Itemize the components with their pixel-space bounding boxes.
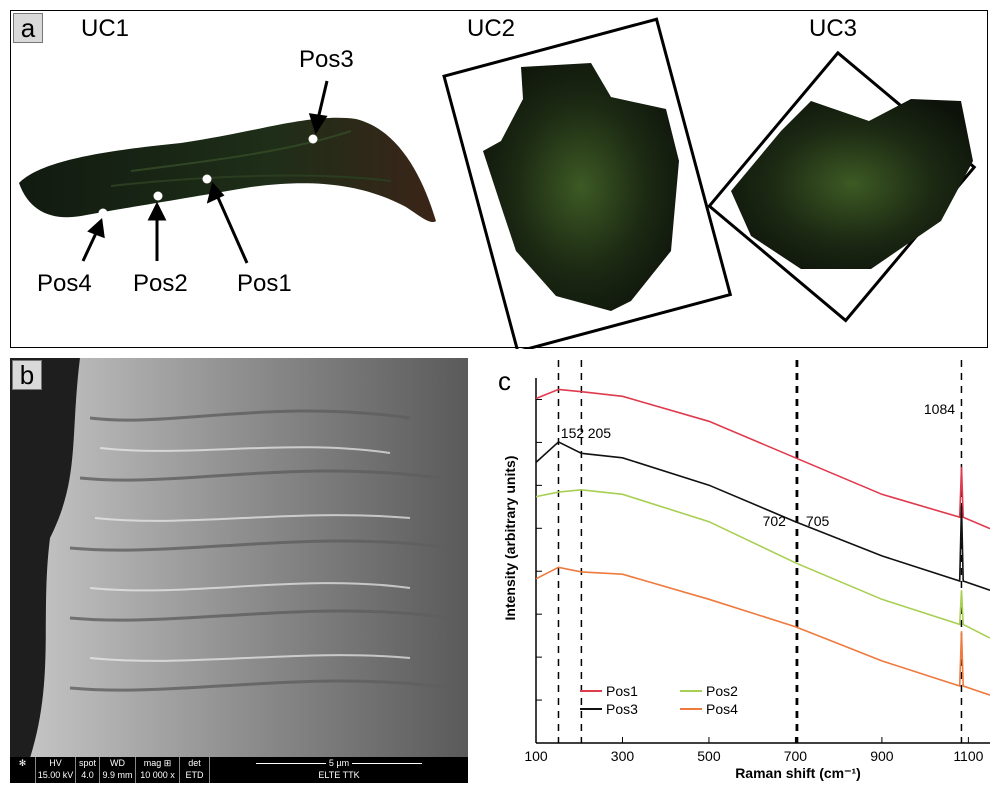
det-label: det xyxy=(188,758,201,768)
peak-label: 702 xyxy=(763,513,787,529)
mag-label: mag ⊞ xyxy=(143,758,172,768)
raman-chart-svg: c Intensity (arbitrary units) Raman shif… xyxy=(498,360,990,781)
x-tick-label: 100 xyxy=(524,748,548,764)
uc1-specimen xyxy=(19,117,436,223)
pos3-label: Pos3 xyxy=(299,46,354,73)
peak-label: 1084 xyxy=(924,401,955,417)
institution-label: ELTE TTK xyxy=(318,770,360,780)
x-tick-label: 700 xyxy=(784,748,808,764)
series-line-pos4 xyxy=(535,566,990,696)
uc1-label: UC1 xyxy=(81,15,130,42)
sem-databar: ✻ HV 15.00 kV spot 4.0 WD 9.9 mm mag ⊞ 1… xyxy=(10,757,468,783)
pos4-arrow xyxy=(81,230,99,262)
sem-texture xyxy=(10,358,468,758)
spot-label: spot xyxy=(78,758,96,768)
pos1-label: Pos1 xyxy=(237,270,292,297)
uc3-specimen xyxy=(731,99,973,269)
pos2-marker xyxy=(153,191,163,201)
uc3-label: UC3 xyxy=(809,15,858,42)
scale-bar-label: 5 µm xyxy=(210,757,468,769)
spot-value: 4.0 xyxy=(81,770,94,780)
panel-b-tag: b xyxy=(12,360,42,390)
pos4-marker xyxy=(98,208,108,218)
series-line-pos1 xyxy=(535,388,990,530)
peak-label: 705 xyxy=(806,513,830,529)
legend-label-pos2: Pos2 xyxy=(706,683,738,699)
peak-label: 152 xyxy=(561,425,585,441)
legend-label-pos3: Pos3 xyxy=(606,701,638,717)
det-value: ETD xyxy=(185,770,204,780)
panel-c-tag: c xyxy=(498,366,511,396)
pos3-marker xyxy=(308,134,318,144)
pos1-arrow xyxy=(214,192,249,264)
hv-label: HV xyxy=(49,758,62,768)
panel-a-tag: a xyxy=(13,13,43,43)
sem-logo-icon: ✻ xyxy=(10,757,36,783)
pos4-label: Pos4 xyxy=(37,270,92,297)
pos1-marker xyxy=(202,174,212,184)
x-tick-label: 300 xyxy=(611,748,635,764)
series-line-pos2 xyxy=(535,488,990,639)
wd-value: 9.9 mm xyxy=(102,770,133,780)
series-line-pos3 xyxy=(535,440,990,591)
uc2-frame xyxy=(442,17,733,349)
uc2-specimen xyxy=(483,63,679,311)
legend-label-pos4: Pos4 xyxy=(706,701,738,717)
pos3-arrow xyxy=(316,80,329,120)
uc2-label: UC2 xyxy=(467,15,516,42)
mag-value: 10 000 x xyxy=(140,770,175,780)
panel-a-drawing: Pos3 Pos1 Pos2 Pos4 xyxy=(19,17,977,349)
x-tick-label: 900 xyxy=(870,748,894,764)
wd-label: WD xyxy=(110,758,125,768)
panel-b-sem-image: b ✻ HV 15.00 kV spot 4.0 WD 9.9 mm mag ⊞… xyxy=(10,358,468,783)
hv-value: 15.00 kV xyxy=(37,770,74,780)
pos2-label: Pos2 xyxy=(133,270,188,297)
x-tick-label: 1100 xyxy=(953,748,983,764)
x-axis-label: Raman shift (cm⁻¹) xyxy=(735,765,861,781)
legend-label-pos1: Pos1 xyxy=(606,683,638,699)
panel-a: a UC1 UC2 UC3 xyxy=(10,10,988,349)
peak-label: 205 xyxy=(588,425,612,441)
x-tick-label: 500 xyxy=(697,748,721,764)
panel-c-raman-chart: c Intensity (arbitrary units) Raman shif… xyxy=(470,358,990,785)
y-axis-label: Intensity (arbitrary units) xyxy=(502,456,518,621)
